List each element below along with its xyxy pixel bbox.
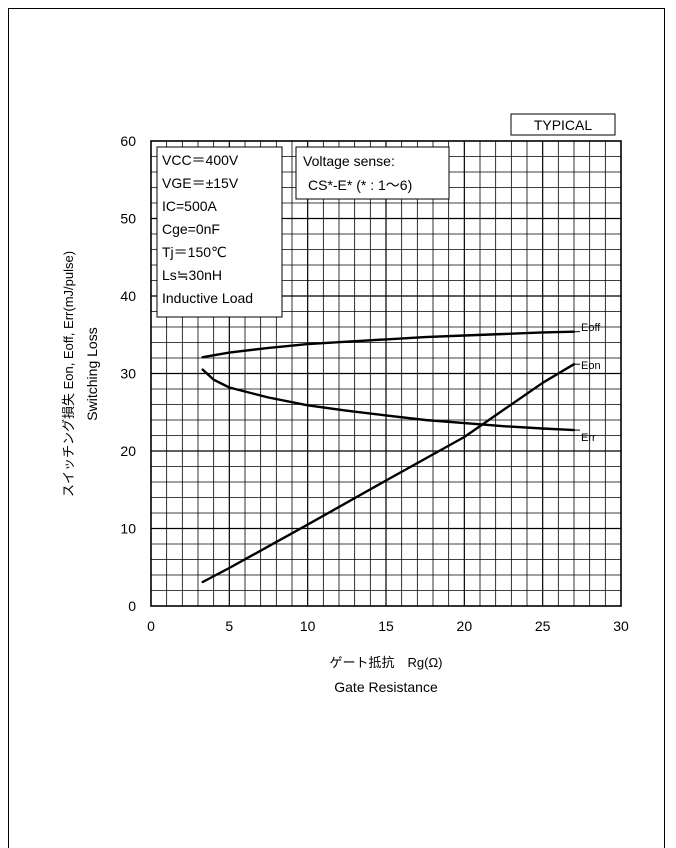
note-box xyxy=(295,146,450,200)
y-axis-label: スイッチング損失 Eon, Eoff, Err(mJ/pulse) xyxy=(61,251,76,497)
series-label-err: Err xyxy=(581,432,596,444)
series-label-eon: Eon xyxy=(581,360,601,372)
x-axis-label-en: Gate Resistance xyxy=(334,679,438,695)
x-tick-labels: 0 5 10 15 20 25 30 xyxy=(147,618,629,634)
series-line-err xyxy=(201,368,576,432)
condition-line: IC=500A xyxy=(162,198,218,214)
typical-badge: TYPICAL xyxy=(534,117,593,133)
x-tick-label: 15 xyxy=(378,618,394,634)
condition-line: Ls≒30nH xyxy=(162,267,222,283)
y-tick-label: 60 xyxy=(120,133,136,149)
curves xyxy=(201,330,580,584)
chart-frame xyxy=(8,8,665,848)
series-line-eoff xyxy=(201,330,576,359)
y-tick-labels: 0 10 20 30 40 50 60 xyxy=(120,133,136,614)
x-tick-label: 25 xyxy=(535,618,551,634)
x-axis-label: ゲート抵抗 Rg(Ω) xyxy=(330,655,443,670)
conditions-box xyxy=(156,146,283,318)
y-tick-label: 20 xyxy=(120,443,136,459)
series-label-eoff: Eoff xyxy=(581,322,601,334)
y-tick-label: 30 xyxy=(120,366,136,382)
x-tick-label: 20 xyxy=(457,618,473,634)
legend-labels: Eoff Eon Err xyxy=(581,322,601,444)
condition-line: Tj＝150℃ xyxy=(162,244,227,260)
condition-line: Inductive Load xyxy=(162,290,253,306)
note-line-2: CS*-E* (* : 1～6) xyxy=(308,177,412,193)
y-tick-label: 40 xyxy=(120,288,136,304)
condition-line: Cge=0nF xyxy=(162,221,220,237)
y-axis-label-en: Switching Loss xyxy=(84,327,100,420)
y-tick-label: 10 xyxy=(120,521,136,537)
condition-line: VGE＝±15V xyxy=(162,175,239,191)
condition-line: VCC＝400V xyxy=(162,152,239,168)
y-tick-label: 50 xyxy=(120,211,136,227)
conditions-text: VCC＝400V VGE＝±15V IC=500A Cge=0nF Tj＝150℃ Ls≒… xyxy=(162,152,253,306)
plot-border xyxy=(150,140,622,607)
typical-badge-box xyxy=(510,113,616,136)
x-tick-label: 5 xyxy=(225,618,233,634)
x-tick-label: 0 xyxy=(147,618,155,634)
x-tick-label: 30 xyxy=(613,618,629,634)
x-tick-label: 10 xyxy=(300,618,316,634)
note-line-1: Voltage sense: xyxy=(303,153,395,169)
y-tick-label: 0 xyxy=(128,598,136,614)
series-line-eon xyxy=(201,363,576,584)
